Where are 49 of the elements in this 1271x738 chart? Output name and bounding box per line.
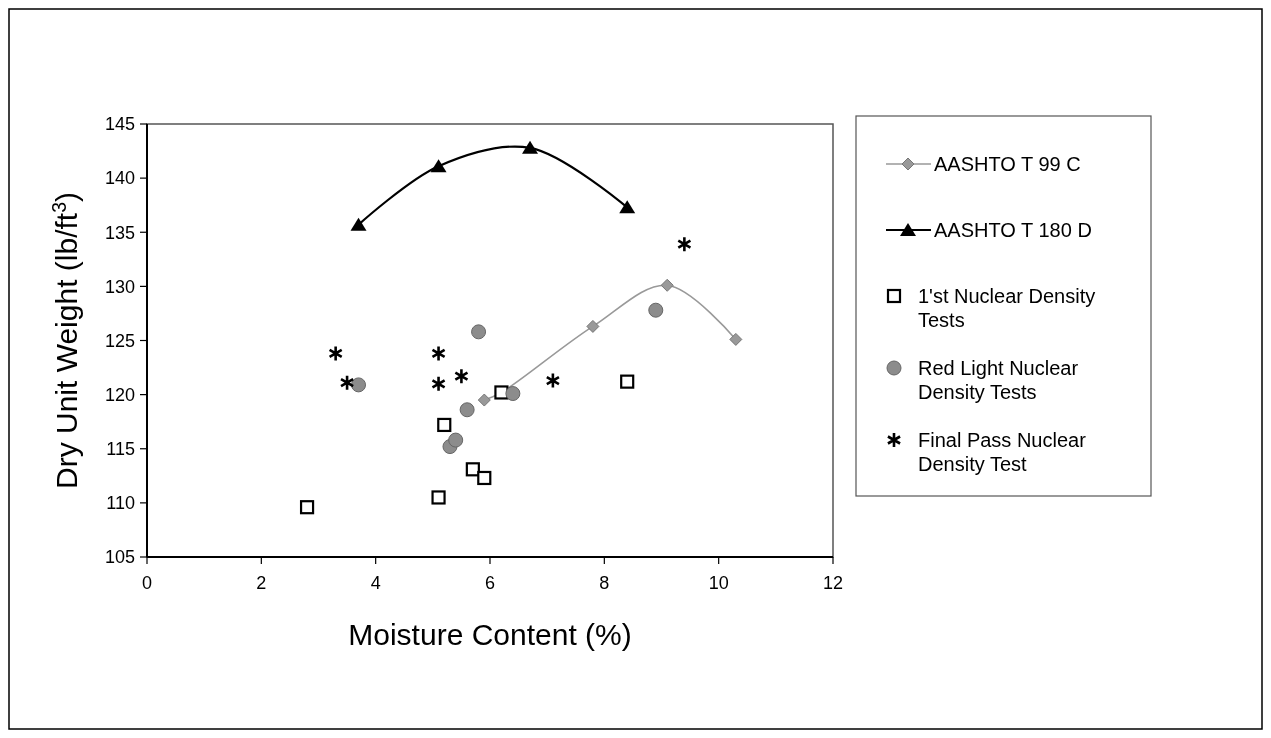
point <box>660 278 674 292</box>
point <box>431 490 446 505</box>
y-tick-label: 120 <box>104 384 135 405</box>
point <box>339 374 355 392</box>
point <box>430 159 447 173</box>
point <box>431 345 446 362</box>
y-tick-label: 115 <box>106 439 135 460</box>
point <box>648 302 664 318</box>
point <box>448 432 464 448</box>
x-tick-label: 8 <box>599 573 610 593</box>
y-tick-label: 135 <box>104 222 135 243</box>
x-tick-label: 2 <box>256 573 267 593</box>
point <box>454 367 469 385</box>
point <box>586 319 600 333</box>
x-tick-label: 0 <box>141 573 153 593</box>
point <box>431 375 446 393</box>
legend-label: AASHTO T 99 C <box>934 153 1081 175</box>
y-tick-label: 125 <box>104 330 135 351</box>
legend-label: AASHTO T 180 D <box>934 219 1092 241</box>
point <box>545 372 561 389</box>
y-tick-label: 105 <box>104 547 135 568</box>
point <box>505 386 521 402</box>
point <box>471 324 487 340</box>
point <box>477 470 492 486</box>
x-axis-title: Moisture Content (%) <box>348 618 632 651</box>
y-tick-label: 145 <box>104 114 135 135</box>
point <box>351 377 367 393</box>
point <box>437 417 452 433</box>
point <box>477 393 491 407</box>
point <box>465 462 480 477</box>
y-tick-label: 140 <box>104 168 135 189</box>
point <box>729 332 743 346</box>
point <box>619 200 636 214</box>
point <box>328 345 344 362</box>
point <box>459 402 475 418</box>
legend-label: Final Pass Nuclear Density Test <box>918 429 1087 475</box>
point <box>522 140 539 154</box>
point <box>350 217 367 231</box>
x-tick-label: 12 <box>822 573 844 593</box>
legend-label: 1'st Nuclear Density Tests <box>918 285 1096 331</box>
point <box>299 500 315 515</box>
x-tick-label: 4 <box>370 573 381 593</box>
y-tick-label: 130 <box>104 276 135 297</box>
legend-label: Red Light Nuclear Density Tests <box>918 357 1079 403</box>
y-tick-label: 110 <box>106 493 135 514</box>
x-tick-label: 10 <box>708 573 729 593</box>
point <box>620 374 635 389</box>
x-tick-label: 6 <box>484 573 496 593</box>
point <box>677 235 692 253</box>
